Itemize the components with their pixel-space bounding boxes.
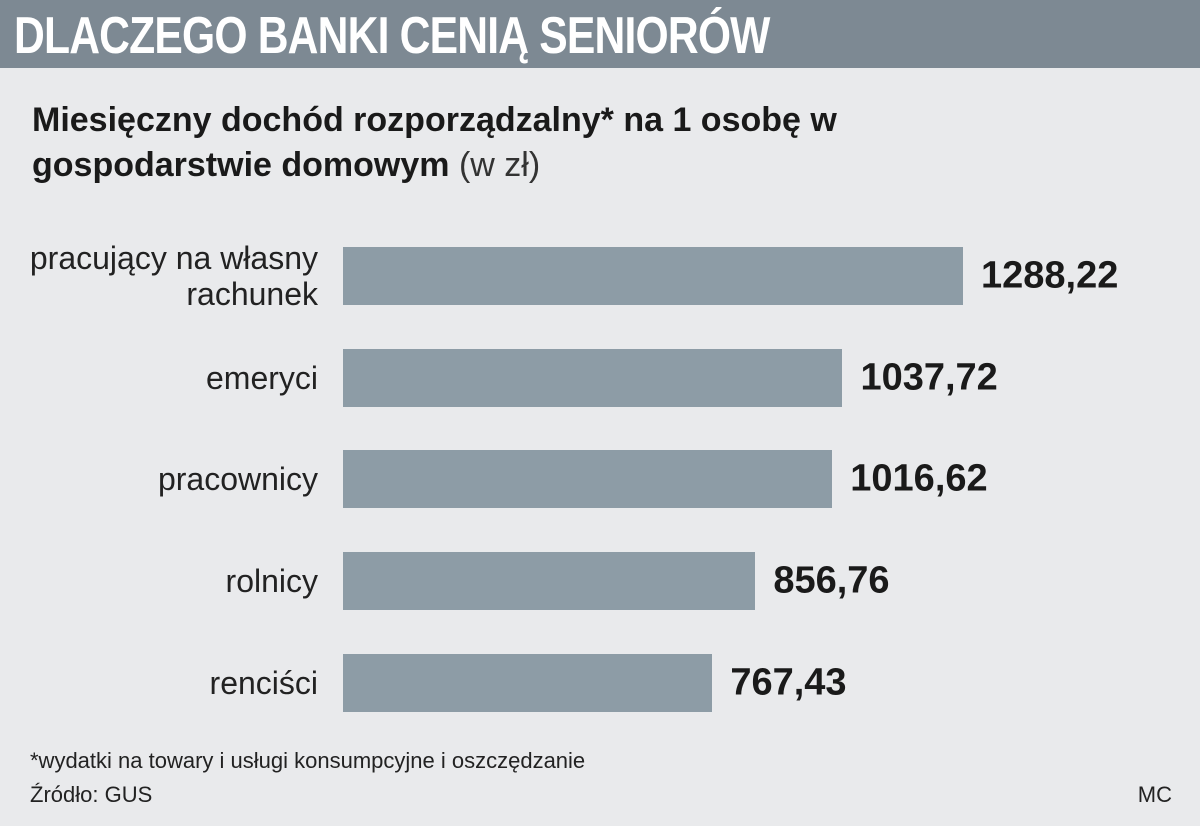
source: Źródło: GUS [30,782,153,807]
value-label: 1016,62 [850,457,988,500]
header-bar: DLACZEGO BANKI CENIĄ SENIORÓW [0,0,1200,68]
category-label: rolnicy [225,563,318,600]
category-label: pracujący na własny rachunek [29,240,318,312]
subtitle: Miesięczny dochód rozporządzalny* na 1 o… [32,101,837,184]
author: MC [1137,782,1172,807]
value-label: 767,43 [730,661,847,704]
bar [343,552,756,611]
value-label: 856,76 [773,559,890,602]
value-label: 1037,72 [860,356,998,399]
subtitle-block: Miesięczny dochód rozporządzalny* na 1 o… [32,98,1032,188]
chart-title: DLACZEGO BANKI CENIĄ SENIORÓW [14,7,770,65]
bar [343,247,963,305]
bar [343,653,713,712]
category-label: renciści [209,664,318,701]
category-label: emeryci [205,359,318,396]
bar [343,450,833,509]
footnote: *wydatki na towary i usługi konsumpcyjne… [30,748,586,773]
value-label: 1288,22 [981,254,1119,297]
category-label: pracownicy [157,461,318,498]
bar [343,348,843,407]
unit: (w zł) [458,146,541,184]
